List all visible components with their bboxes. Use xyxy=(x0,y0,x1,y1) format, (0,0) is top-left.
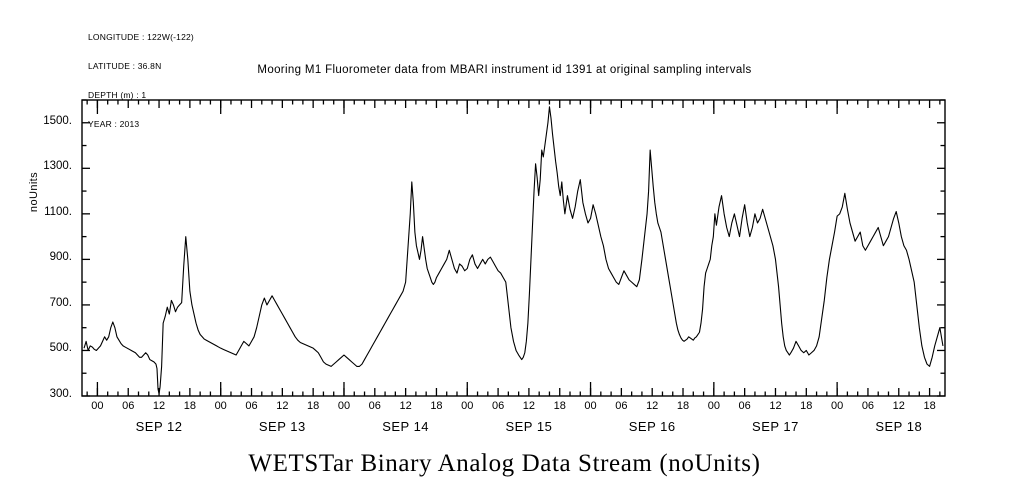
x-hour-label: 12 xyxy=(152,400,166,412)
metadata-year: YEAR : 2013 xyxy=(88,118,140,129)
x-hour-label: 06 xyxy=(122,400,135,412)
x-hour-label: 06 xyxy=(491,400,505,412)
x-day-label: SEP 18 xyxy=(875,419,923,434)
x-hour-label: 00 xyxy=(337,400,351,412)
x-hour-label: 18 xyxy=(676,400,690,412)
chart-title: Mooring M1 Fluorometer data from MBARI i… xyxy=(257,64,752,76)
axis-ticks xyxy=(82,99,945,397)
x-hour-label: 18 xyxy=(553,400,566,412)
metadata-depth: DEPTH (m) : 1 xyxy=(88,89,147,100)
x-day-label: SEP 12 xyxy=(135,419,183,434)
x-hour-label: 12 xyxy=(892,400,905,412)
x-hour-label: 18 xyxy=(307,400,320,412)
y-tick-label: 1100. xyxy=(44,205,72,218)
chart-caption: WETSTar Binary Analog Data Stream (noUni… xyxy=(248,450,761,477)
x-day-label: SEP 14 xyxy=(382,419,430,434)
y-tick-label: 500. xyxy=(49,342,72,355)
x-hour-label: 12 xyxy=(399,400,412,412)
station-metadata: LONGITUDE : 122W(-122) LATITUDE : 36.8N … xyxy=(88,14,194,148)
y-tick-label: 900. xyxy=(49,251,72,264)
x-day-label: SEP 15 xyxy=(505,419,553,434)
y-tick-label: 1300. xyxy=(43,160,72,173)
x-hour-label: 00 xyxy=(707,400,720,412)
y-tick-label: 300. xyxy=(49,388,72,400)
x-hour-label: 00 xyxy=(91,400,104,412)
x-hour-label: 12 xyxy=(276,400,289,412)
x-hour-label: 12 xyxy=(522,400,536,412)
x-hour-label: 18 xyxy=(430,400,443,412)
x-hour-label: 06 xyxy=(245,400,258,412)
x-hour-label: 00 xyxy=(214,400,227,412)
x-hour-label: 12 xyxy=(769,400,782,412)
x-hour-label: 06 xyxy=(368,400,381,412)
x-hour-label: 18 xyxy=(923,400,936,412)
metadata-longitude: LONGITUDE : 122W(-122) xyxy=(88,32,194,43)
x-hour-label: 18 xyxy=(183,400,196,412)
y-tick-label: 700. xyxy=(49,296,72,309)
x-day-label: SEP 16 xyxy=(628,419,676,434)
x-day-label: SEP 17 xyxy=(752,419,799,434)
x-day-label: SEP 13 xyxy=(258,419,306,434)
x-hour-label: 00 xyxy=(831,400,844,412)
data-series-group xyxy=(83,106,944,395)
x-hour-label: 00 xyxy=(584,400,597,412)
x-hour-label: 12 xyxy=(646,400,659,412)
x-hour-label: 06 xyxy=(615,400,628,412)
y-tick-label: 1500. xyxy=(43,114,72,127)
x-hour-label: 00 xyxy=(461,400,474,412)
metadata-latitude: LATITUDE : 36.8N xyxy=(88,60,162,71)
x-hour-label: 18 xyxy=(800,400,813,412)
plot-frame xyxy=(81,99,946,397)
x-hour-label: 06 xyxy=(861,400,875,412)
x-hour-label: 06 xyxy=(738,400,751,412)
